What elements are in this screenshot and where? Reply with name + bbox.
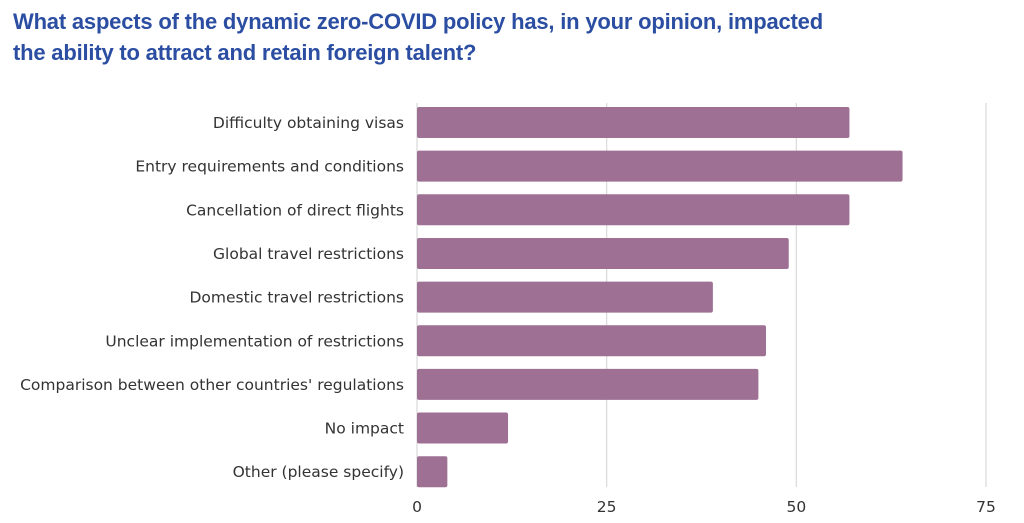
- category-label: Cancellation of direct flights: [186, 201, 404, 219]
- chart-title-line-1: What aspects of the dynamic zero-COVID p…: [13, 9, 823, 34]
- bar: [417, 456, 448, 488]
- bar: [417, 107, 850, 138]
- bar: [417, 281, 713, 313]
- bar: [417, 237, 789, 269]
- bar: [417, 150, 903, 182]
- category-label: Unclear implementation of restrictions: [105, 332, 404, 350]
- chart-title-line-2: the ability to attract and retain foreig…: [13, 40, 477, 65]
- bar: [417, 325, 766, 357]
- category-label: Domestic travel restrictions: [189, 289, 404, 307]
- x-tick-label: 25: [597, 498, 617, 516]
- bar: [417, 194, 850, 226]
- chart-title: What aspects of the dynamic zero-COVID p…: [13, 6, 1013, 68]
- bar: [417, 412, 509, 444]
- category-label: Entry requirements and conditions: [135, 158, 404, 176]
- x-tick-label: 75: [976, 498, 996, 516]
- category-label: No impact: [325, 420, 404, 438]
- category-label: Difficulty obtaining visas: [213, 114, 404, 132]
- x-tick-label: 0: [412, 498, 422, 516]
- bars: [417, 107, 903, 488]
- x-tick-label: 50: [786, 498, 806, 516]
- category-label: Global travel restrictions: [213, 245, 404, 263]
- x-tick-labels: 0 25 50 75: [412, 498, 996, 516]
- category-label: Other (please specify): [233, 463, 404, 481]
- category-labels: Difficulty obtaining visas Entry requirem…: [20, 114, 404, 481]
- category-label: Comparison between other countries' regu…: [20, 376, 404, 394]
- bar: [417, 368, 759, 400]
